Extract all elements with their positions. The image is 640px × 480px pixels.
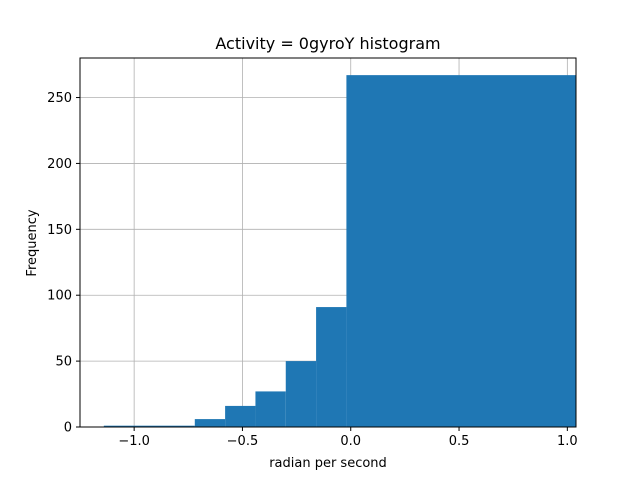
- chart-title: Activity = 0gyroY histogram: [215, 34, 440, 53]
- histogram-bar: [346, 75, 576, 427]
- histogram-bar: [194, 419, 226, 427]
- histogram-bar: [225, 405, 256, 427]
- y-tick-label: 200: [47, 157, 72, 172]
- axis-ticks: −1.0 −0.5 0.0 0.5 1.0 0 50 100 150 200 250: [47, 91, 578, 449]
- histogram-bar: [316, 307, 347, 427]
- x-axis-label: radian per second: [269, 456, 387, 471]
- histogram-bar: [103, 425, 195, 427]
- histogram-bars: [103, 75, 576, 427]
- x-tick-label: 0.0: [340, 434, 361, 449]
- x-tick-label: 1.0: [557, 434, 578, 449]
- histogram-bar: [285, 361, 317, 427]
- plot-frame: [79, 57, 577, 428]
- histogram-bar: [255, 391, 286, 427]
- x-tick-label: 0.5: [449, 434, 470, 449]
- y-tick-label: 50: [55, 355, 72, 370]
- x-tick-label: −0.5: [227, 434, 259, 449]
- y-axis-label: Frequency: [25, 209, 40, 276]
- y-tick-label: 150: [47, 223, 72, 238]
- y-tick-label: 100: [47, 289, 72, 304]
- y-tick-label: 250: [47, 91, 72, 106]
- x-tick-label: −1.0: [118, 434, 150, 449]
- y-tick-label: 0: [64, 421, 72, 436]
